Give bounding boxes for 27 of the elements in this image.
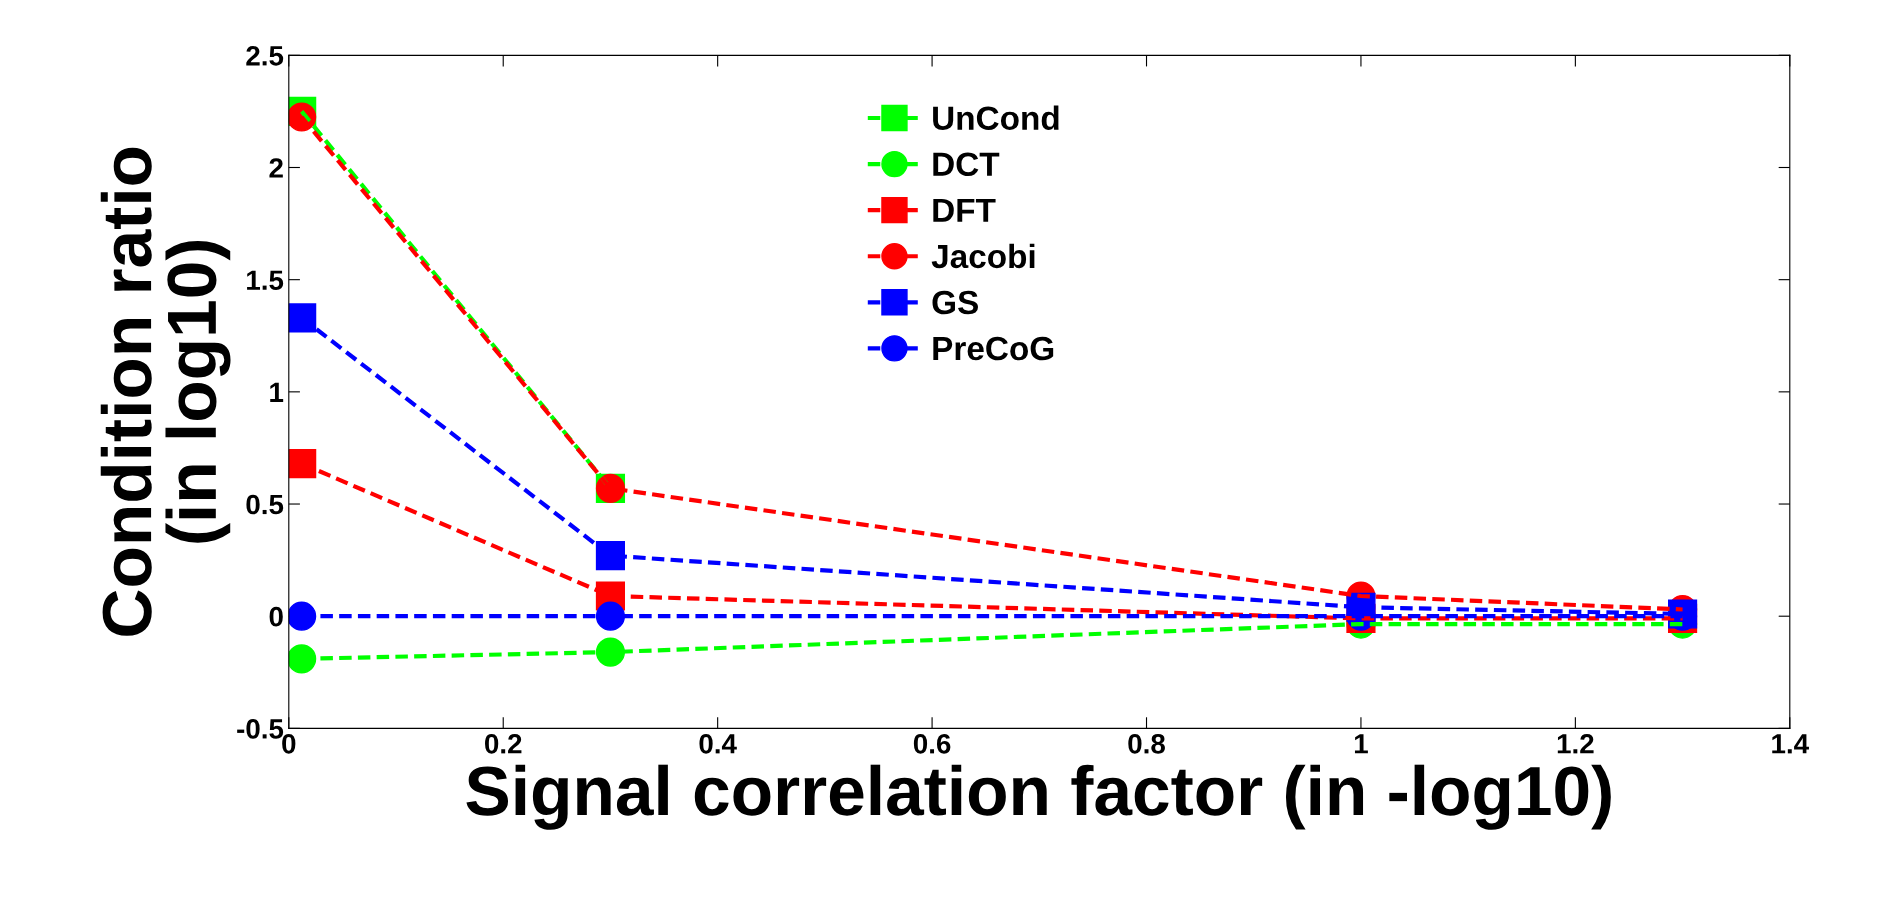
y-tick-label: 1.5 — [247, 270, 284, 291]
y-tick-label: 1 — [270, 382, 284, 402]
y-axis-title: Condition ratio (in log10) — [100, 147, 231, 636]
x-tick-label: 1.2 — [1557, 733, 1594, 754]
point — [288, 644, 317, 674]
legend-label: PreCoG — [933, 336, 1054, 361]
point — [288, 303, 317, 333]
point — [288, 449, 317, 479]
x-tick-label: 0.8 — [1128, 733, 1165, 754]
legend-label: Jacobi — [931, 243, 1035, 269]
legend-label: DFT — [933, 198, 996, 222]
x-tick-label: 0.4 — [699, 733, 737, 754]
x-tick-label: 0.2 — [485, 733, 522, 754]
x-tick-label: 1.4 — [1772, 734, 1809, 754]
legend-label: DCT — [933, 152, 1000, 177]
y-tick-label: 0.5 — [246, 494, 284, 515]
y-tick-label: 0 — [269, 606, 283, 627]
point — [595, 601, 626, 631]
legend-label: GS — [932, 290, 978, 315]
x-axis-title: Signal correlation factor (in -log10) — [466, 764, 1611, 830]
y-tick-label: 2.5 — [246, 45, 284, 66]
point — [288, 601, 317, 631]
x-tick-label: 0.6 — [913, 733, 951, 754]
y-tick-label: -0.5 — [237, 719, 284, 739]
legend-label: UnCond — [933, 105, 1059, 130]
y-tick-label: 2 — [269, 158, 283, 178]
x-tick-label: 1 — [1354, 734, 1368, 754]
